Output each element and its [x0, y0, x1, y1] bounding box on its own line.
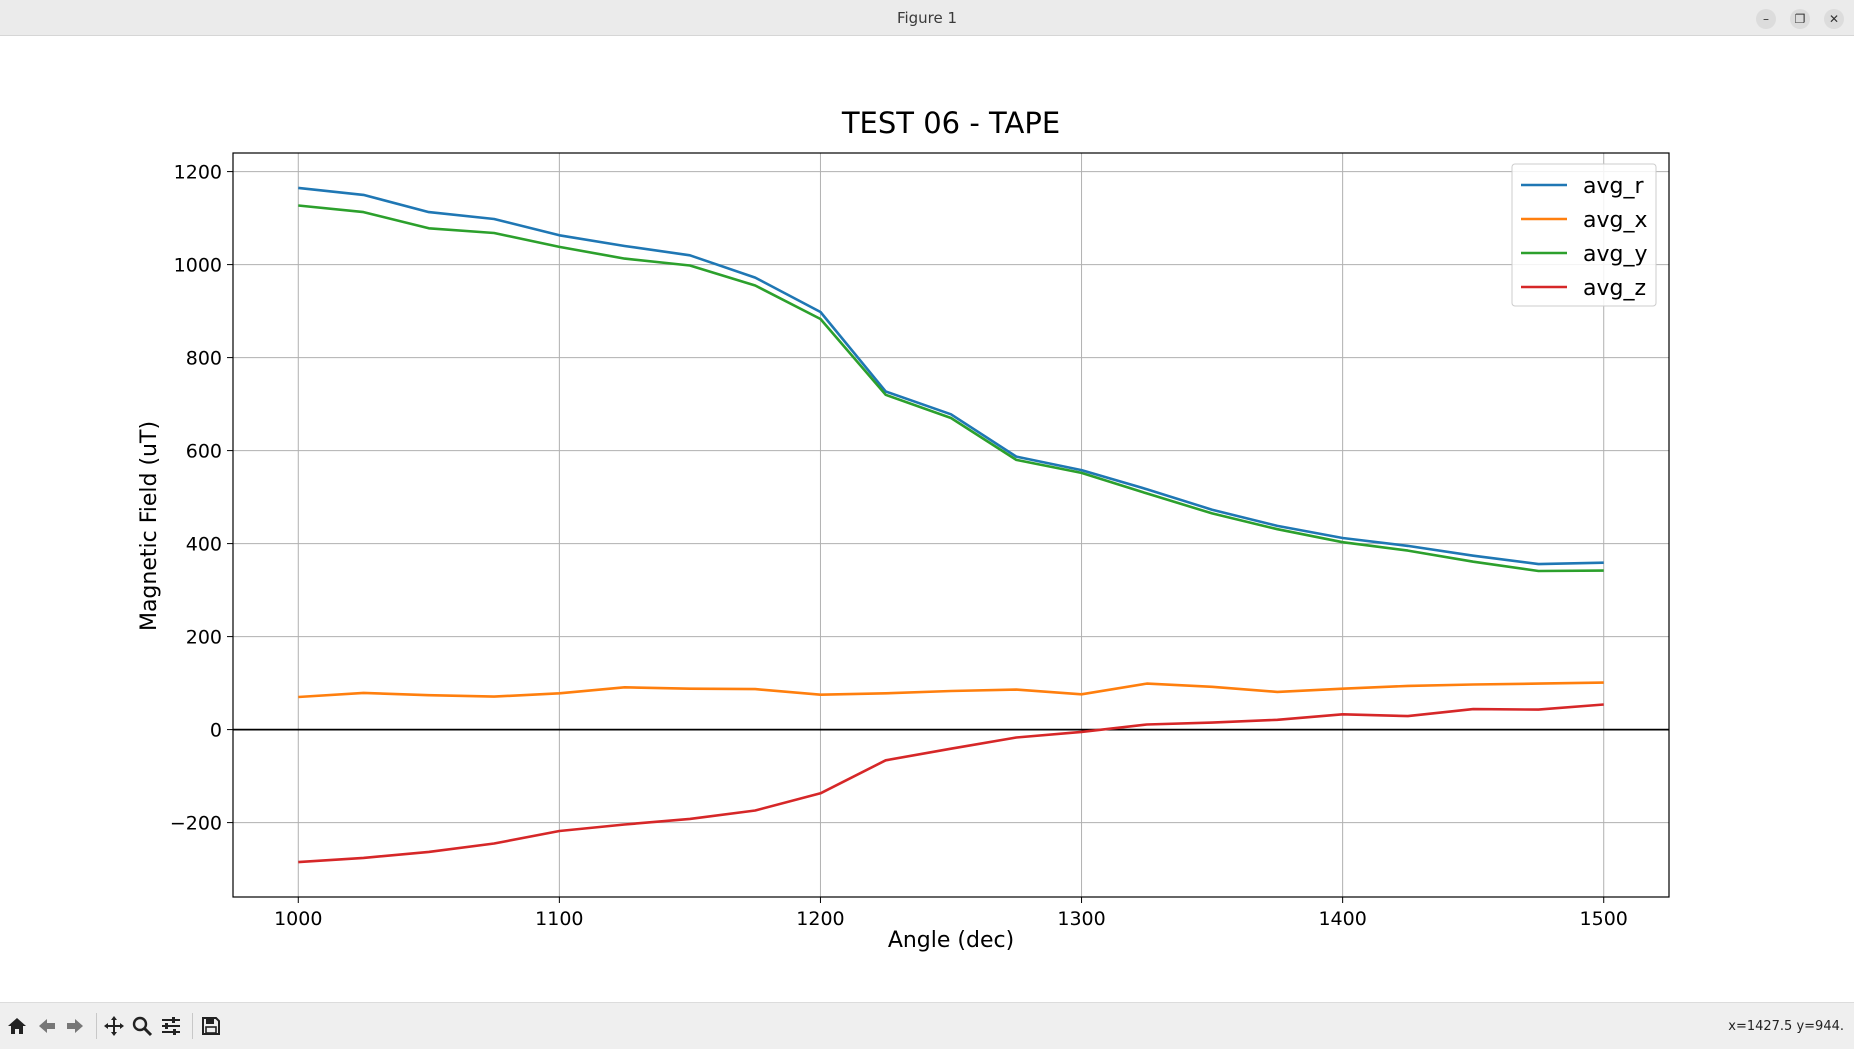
legend-box	[1511, 163, 1657, 307]
series-line-avg_y	[298, 204, 1604, 573]
minimize-icon[interactable]: –	[1756, 9, 1776, 29]
window-titlebar: Figure 1 – ❐ ✕	[0, 0, 1854, 36]
maximize-icon[interactable]: ❐	[1790, 9, 1810, 29]
configure-icon[interactable]	[158, 1013, 184, 1039]
save-icon[interactable]	[198, 1013, 224, 1039]
legend-label-avg_x: avg_x	[1583, 208, 1648, 233]
back-arrow-icon[interactable]	[34, 1013, 60, 1039]
window-title: Figure 1	[896, 9, 958, 27]
legend-label-avg_z: avg_z	[1583, 276, 1646, 301]
y-tick-label: 600	[186, 441, 222, 463]
y-tick-label: 1000	[174, 255, 222, 277]
series-lines	[298, 186, 1604, 864]
figure-canvas[interactable]: 1000 1100 1200 1300 1400 1500 −200 0 200 400 600 8…	[0, 36, 1854, 1002]
y-tick-label: 400	[186, 534, 222, 556]
chart-title: TEST 06 - TAPE	[841, 106, 1060, 140]
toolbar-separator	[96, 1013, 97, 1039]
x-tick-label: 1000	[274, 908, 322, 930]
x-tick-label: 1100	[535, 908, 583, 930]
series-line-avg_z	[298, 703, 1604, 864]
x-tick-label: 1500	[1580, 908, 1628, 930]
plot-frame	[232, 152, 1670, 898]
pan-icon[interactable]	[101, 1013, 127, 1039]
y-tick-label: 1200	[174, 162, 222, 184]
y-tick-label: 200	[186, 627, 222, 649]
y-tick-label: 800	[186, 348, 222, 370]
legend-label-avg_r: avg_r	[1583, 174, 1644, 199]
home-icon[interactable]	[4, 1013, 30, 1039]
x-tick-label: 1200	[796, 908, 844, 930]
cursor-coordinates: x=1427.5 y=944.	[1728, 1019, 1844, 1034]
y-tick-label: 0	[210, 720, 222, 742]
y-axis-ticks: −200 0 200 400 600 800 1000 1200	[170, 162, 233, 835]
x-tick-label: 1400	[1318, 908, 1366, 930]
legend: avg_r avg_x avg_y avg_z	[1511, 163, 1657, 307]
forward-arrow-icon[interactable]	[62, 1013, 88, 1039]
line-chart: 1000 1100 1200 1300 1400 1500 −200 0 200 400 600 8…	[137, 106, 1670, 953]
series-line-avg_r	[298, 186, 1604, 566]
zoom-icon[interactable]	[129, 1013, 155, 1039]
navigation-toolbar: x=1427.5 y=944.	[0, 1002, 1854, 1049]
x-tick-label: 1300	[1057, 908, 1105, 930]
x-axis-ticks: 1000 1100 1200 1300 1400 1500	[274, 897, 1628, 930]
toolbar-separator	[192, 1013, 193, 1039]
x-axis-label: Angle (dec)	[888, 928, 1014, 953]
plot-area	[233, 153, 1669, 897]
close-icon[interactable]: ✕	[1824, 9, 1844, 29]
series-line-avg_x	[298, 681, 1604, 699]
y-axis-label: Magnetic Field (uT)	[137, 421, 162, 631]
y-tick-label: −200	[170, 813, 222, 835]
legend-label-avg_y: avg_y	[1583, 242, 1648, 267]
